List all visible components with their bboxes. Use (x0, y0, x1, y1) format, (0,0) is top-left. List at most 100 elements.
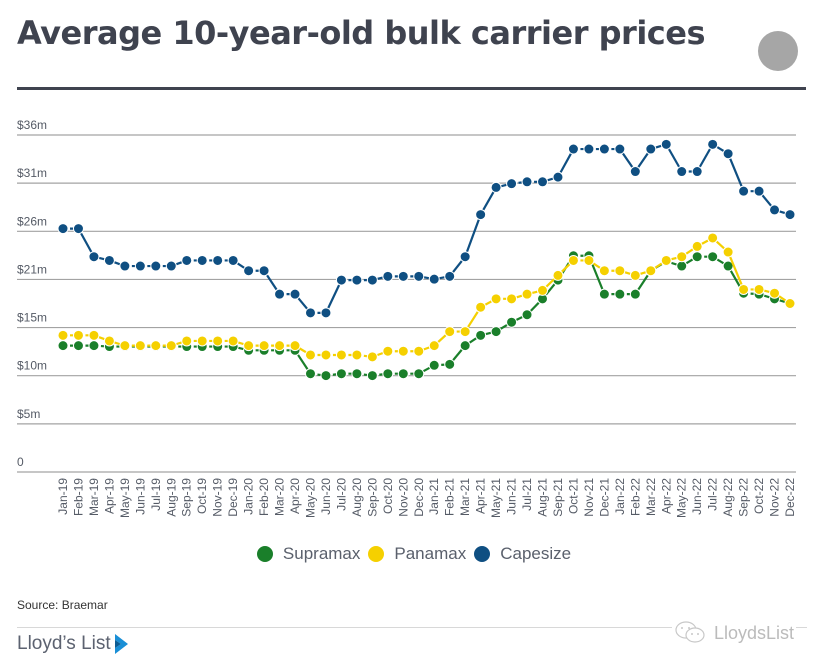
data-point (150, 260, 162, 272)
data-point (181, 335, 193, 347)
data-point (537, 284, 549, 296)
series-panamax (57, 232, 796, 363)
data-point (629, 269, 641, 281)
data-point (103, 335, 115, 347)
data-point (196, 254, 208, 266)
data-point (289, 288, 301, 300)
series-capesize (57, 138, 796, 319)
x-tick-label: Aug-19 (164, 478, 178, 517)
legend-item-panamax[interactable]: Panamax (368, 544, 466, 564)
data-point (722, 148, 734, 160)
data-point (258, 340, 270, 352)
data-point (227, 335, 239, 347)
x-tick-label: Apr-19 (102, 478, 116, 514)
data-point (212, 335, 224, 347)
data-point (258, 265, 270, 277)
x-tick-label: Dec-22 (783, 478, 797, 517)
data-point (645, 265, 657, 277)
x-tick-label: Mar-22 (644, 478, 658, 516)
data-point (196, 335, 208, 347)
footer-divider (17, 627, 807, 628)
series-segment (324, 279, 343, 314)
data-point (598, 288, 610, 300)
data-point (629, 288, 641, 300)
x-tick-label: Mar-21 (458, 478, 472, 516)
x-tick-label: Aug-21 (536, 478, 550, 517)
data-point (537, 176, 549, 188)
data-point (57, 340, 69, 352)
data-point (88, 340, 100, 352)
watermark: LloydsList (672, 620, 797, 646)
data-point (366, 370, 378, 382)
gridlines (17, 134, 796, 473)
data-point (614, 265, 626, 277)
data-point (506, 316, 518, 328)
data-point (444, 358, 456, 370)
brand-name: Lloyd’s List (17, 633, 111, 654)
data-point (583, 254, 595, 266)
data-point (707, 251, 719, 263)
data-point (521, 288, 533, 300)
data-point (181, 254, 193, 266)
legend-label: Supramax (282, 544, 361, 563)
x-tick-label: Feb-21 (443, 478, 457, 516)
data-point (382, 345, 394, 357)
x-axis-ticks: Jan-19 Feb-19 Mar-19 Apr-19 May-19 Jun-19 Jul-… (56, 478, 797, 518)
x-tick-label: Jun-22 (690, 478, 704, 515)
data-point (382, 270, 394, 282)
x-tick-label: Sep-22 (737, 478, 751, 517)
data-point (552, 269, 564, 281)
x-tick-label: Apr-22 (659, 478, 673, 514)
data-point (57, 223, 69, 235)
data-point (738, 185, 750, 197)
data-point (304, 368, 316, 380)
y-tick-label: 0 (17, 455, 24, 469)
x-tick-label: Aug-20 (350, 478, 364, 517)
data-point (769, 204, 781, 216)
data-point (459, 251, 471, 263)
data-point (351, 274, 363, 286)
data-point (119, 340, 131, 352)
x-tick-label: Dec-20 (412, 478, 426, 517)
data-point (676, 260, 688, 272)
x-tick-label: Jul-19 (149, 478, 163, 511)
data-point (72, 329, 84, 341)
x-tick-label: Oct-20 (381, 478, 395, 514)
data-point (691, 240, 703, 252)
x-tick-label: Apr-21 (474, 478, 488, 514)
data-point (567, 143, 579, 155)
x-tick-label: Oct-22 (752, 478, 766, 514)
x-tick-label: Aug-22 (721, 478, 735, 517)
x-tick-label: Feb-19 (71, 478, 85, 516)
brand-arrow-icon (114, 634, 128, 654)
data-point (320, 307, 332, 319)
x-tick-label: Sep-19 (180, 478, 194, 517)
data-point (691, 251, 703, 263)
legend-item-capesize[interactable]: Capesize (474, 544, 571, 564)
y-tick-label: $26m (17, 214, 47, 228)
legend-item-supramax[interactable]: Supramax (256, 544, 361, 564)
legend-swatch-capesize (474, 546, 491, 562)
x-tick-label: May-22 (675, 478, 689, 518)
x-tick-label: Oct-21 (566, 478, 580, 514)
x-tick-label: Jun-20 (319, 478, 333, 515)
data-point (521, 309, 533, 321)
x-tick-label: Mar-19 (87, 478, 101, 516)
data-point (475, 329, 487, 341)
data-point (598, 265, 610, 277)
data-point (243, 340, 255, 352)
data-point (660, 138, 672, 150)
data-point (583, 143, 595, 155)
data-point (289, 340, 301, 352)
data-point (707, 232, 719, 244)
data-point (428, 359, 440, 371)
data-point (645, 143, 657, 155)
data-point (521, 176, 533, 188)
data-point (382, 368, 394, 380)
data-point (413, 345, 425, 357)
x-tick-label: Sep-21 (551, 478, 565, 517)
data-point (335, 349, 347, 361)
data-point (227, 254, 239, 266)
x-tick-label: Nov-21 (582, 478, 596, 517)
data-point (784, 298, 796, 309)
